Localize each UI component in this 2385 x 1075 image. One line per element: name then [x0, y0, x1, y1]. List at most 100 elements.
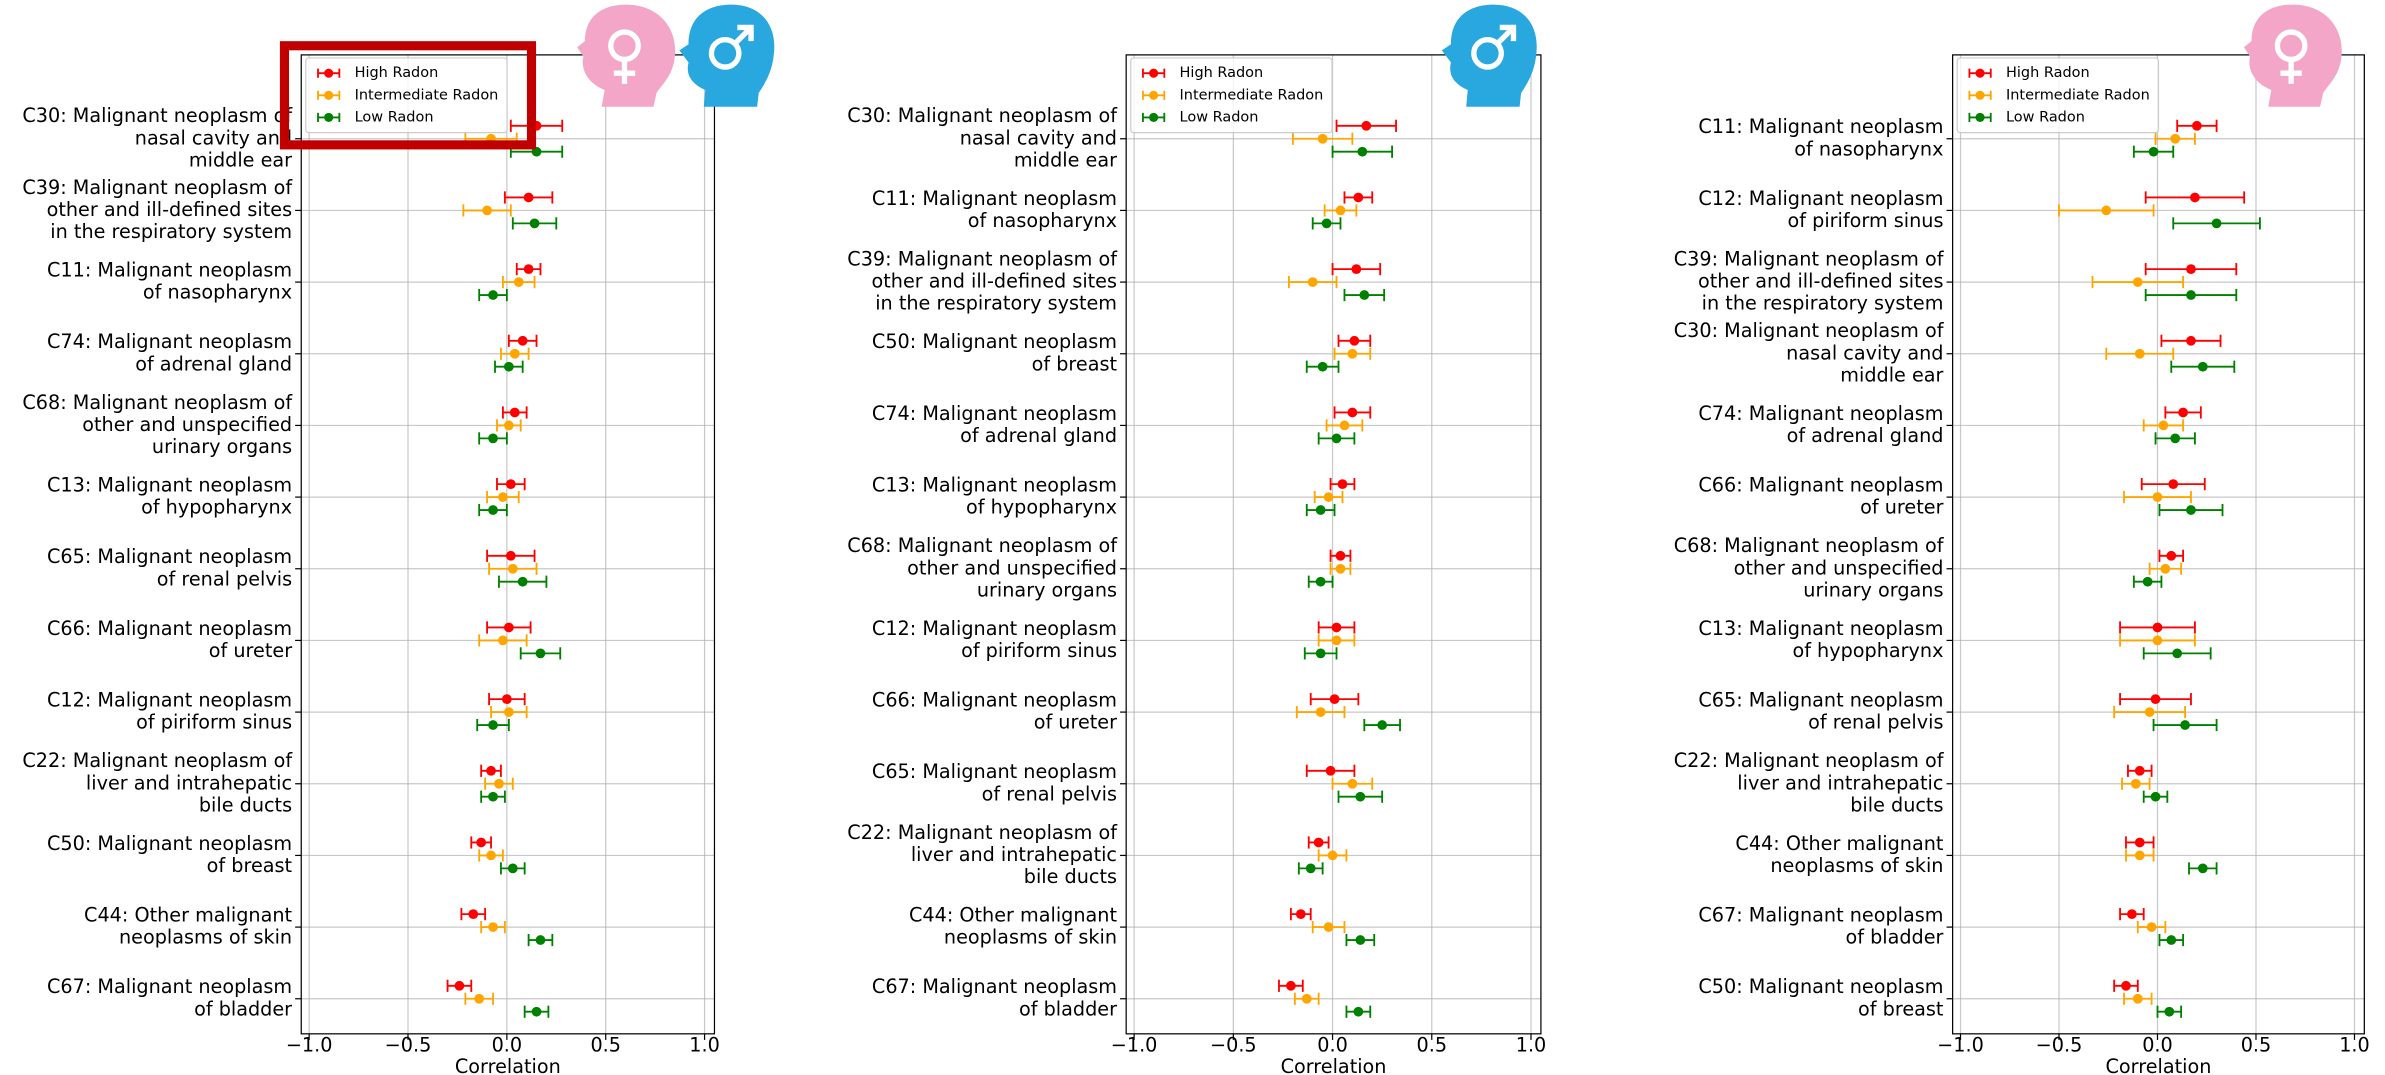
y-tick-label: C39: Malignant neoplasm of	[22, 176, 293, 199]
y-tick-label: of bladder	[194, 997, 292, 1020]
y-tick-label: of piriform sinus	[136, 711, 292, 734]
y-tick-label: in the respiratory system	[1702, 292, 1944, 315]
point	[508, 564, 518, 574]
point	[1361, 121, 1371, 131]
legend-marker	[1975, 69, 1984, 78]
y-tick-label: C68: Malignant neoplasm of	[1674, 534, 1945, 557]
point	[1357, 147, 1367, 157]
y-tick-label: C65: Malignant neoplasm	[872, 760, 1117, 783]
point	[1332, 623, 1342, 633]
y-tick-label: C22: Malignant neoplasm of	[1674, 749, 1945, 772]
y-tick-label: C65: Malignant neoplasm	[47, 545, 292, 568]
point	[2164, 1007, 2174, 1017]
y-tick-label: C11: Malignant neoplasm	[872, 187, 1117, 210]
y-tick-label: bile ducts	[1850, 793, 1943, 816]
point	[1348, 349, 1358, 359]
legend-label: Intermediate Radon	[355, 87, 499, 103]
point	[2186, 336, 2196, 346]
y-tick-label: other and unspecified	[1734, 556, 1944, 579]
point	[1332, 636, 1342, 646]
point	[536, 935, 546, 945]
x-tick-label: −1.0	[286, 1034, 333, 1057]
point	[1318, 134, 1328, 144]
point	[504, 623, 514, 633]
point	[2198, 864, 2208, 874]
chart: −1.0−0.50.00.51.0C30: Malignant neoplasm…	[0, 0, 2385, 1075]
y-tick-label: C50: Malignant neoplasm	[47, 832, 292, 855]
point	[1377, 720, 1387, 730]
legend-marker	[324, 91, 333, 100]
point	[524, 193, 534, 203]
point	[2170, 434, 2180, 444]
point	[2151, 694, 2161, 704]
point	[1286, 981, 1296, 991]
point	[2121, 981, 2131, 991]
point	[2168, 479, 2178, 489]
y-tick-label: of renal pelvis	[982, 782, 1117, 805]
legend-label: High Radon	[1180, 65, 1264, 81]
point	[1355, 935, 1365, 945]
legend-label: Low Radon	[355, 109, 434, 125]
point	[1351, 264, 1361, 274]
legend-label: High Radon	[355, 65, 439, 81]
y-tick-label: C12: Malignant neoplasm	[872, 617, 1117, 640]
point	[2153, 636, 2163, 646]
point	[488, 720, 498, 730]
y-tick-label: of adrenal gland	[135, 352, 292, 375]
point	[1338, 479, 1348, 489]
y-tick-label: in the respiratory system	[50, 220, 292, 243]
y-tick-label: of nasopharynx	[968, 209, 1117, 232]
point	[482, 206, 492, 216]
y-tick-label: urinary organs	[152, 435, 292, 458]
y-tick-label: C66: Malignant neoplasm	[872, 689, 1117, 712]
point	[524, 264, 534, 274]
point	[1302, 994, 1312, 1004]
point	[508, 864, 518, 874]
point	[2151, 792, 2161, 802]
point	[2147, 922, 2157, 932]
y-tick-label: C30: Malignant neoplasm of	[847, 104, 1118, 127]
y-tick-label: of breast	[1032, 352, 1118, 375]
point	[1324, 492, 1334, 502]
legend-marker	[1149, 113, 1158, 122]
y-tick-label: other and unspecified	[907, 556, 1117, 579]
y-tick-label: urinary organs	[1803, 578, 1943, 601]
legend-label: Low Radon	[2006, 109, 2085, 125]
y-tick-label: C12: Malignant neoplasm	[47, 689, 292, 712]
point	[1318, 362, 1328, 372]
legend-label: Intermediate Radon	[2006, 87, 2150, 103]
point	[518, 577, 528, 587]
point	[1340, 421, 1350, 431]
y-tick-label: of hypopharynx	[141, 496, 292, 519]
x-tick-label: −0.5	[385, 1034, 432, 1057]
point	[2190, 193, 2200, 203]
y-tick-label: of nasopharynx	[1794, 137, 1943, 160]
y-tick-label: nasal cavity and	[960, 126, 1117, 149]
y-tick-label: C44: Other malignant	[1735, 832, 1943, 855]
point	[2212, 219, 2222, 229]
y-tick-label: other and ill-defined sites	[872, 270, 1118, 293]
y-tick-label: C50: Malignant neoplasm	[872, 330, 1117, 353]
x-tick-label: 0.0	[1317, 1034, 1348, 1057]
point	[468, 909, 478, 919]
x-tick-label: −1.0	[1937, 1034, 1984, 1057]
point	[488, 434, 498, 444]
point	[502, 694, 512, 704]
y-tick-label: of adrenal gland	[960, 424, 1117, 447]
point	[1332, 434, 1342, 444]
point	[2178, 408, 2188, 418]
y-tick-label: bile ducts	[199, 793, 292, 816]
y-tick-label: C68: Malignant neoplasm of	[847, 534, 1118, 557]
point	[1336, 206, 1346, 216]
point	[1316, 577, 1326, 587]
y-tick-label: of ureter	[209, 639, 292, 662]
point	[488, 922, 498, 932]
legend-marker	[324, 113, 333, 122]
point	[2149, 147, 2159, 157]
point	[2186, 264, 2196, 274]
point	[510, 408, 520, 418]
y-tick-label: C30: Malignant neoplasm of	[22, 104, 293, 127]
point	[536, 649, 546, 659]
y-tick-label: C13: Malignant neoplasm	[1698, 617, 1943, 640]
x-axis-label: Correlation	[2106, 1055, 2212, 1075]
